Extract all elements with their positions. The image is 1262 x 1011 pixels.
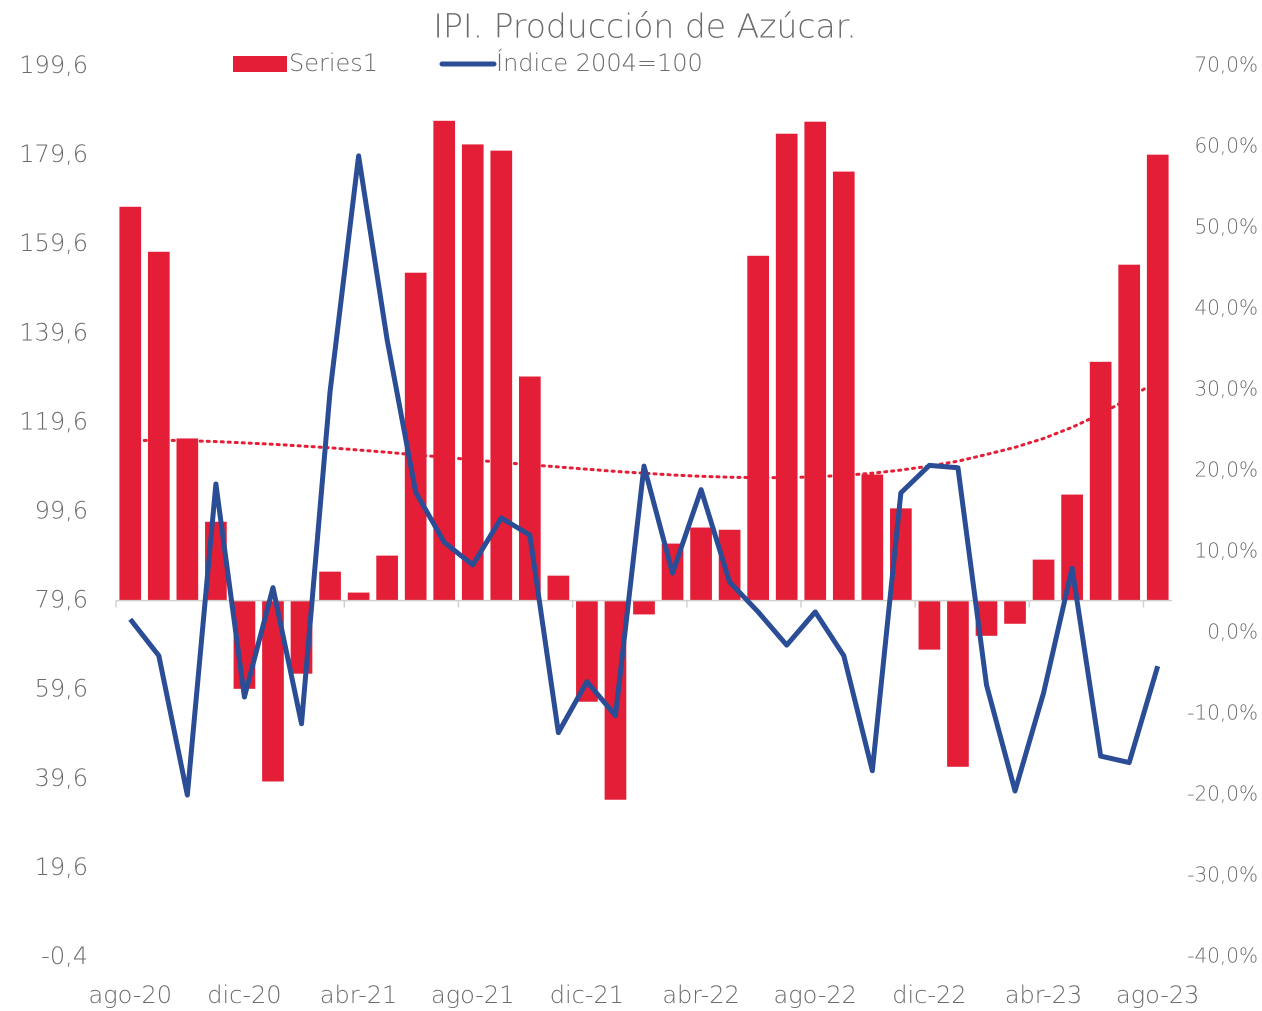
bar: [547, 575, 570, 601]
bar: [1146, 154, 1169, 601]
y-tick-label: 119,6: [19, 407, 88, 435]
y-tick-label: 79,6: [35, 586, 88, 614]
bar: [1032, 559, 1055, 601]
x-tick-label: ago-22: [774, 981, 857, 1009]
y2-tick-label: 30,0%: [1194, 377, 1258, 401]
bar: [518, 376, 541, 601]
y-tick-label: -0,4: [41, 942, 88, 970]
x-tick-label: dic-21: [550, 981, 624, 1009]
legend-label: Índice 2004=100: [496, 48, 703, 77]
bar: [433, 120, 456, 601]
y2-tick-label: -20,0%: [1187, 782, 1258, 806]
bar: [1004, 600, 1026, 624]
bar: [918, 600, 941, 650]
bar: [376, 555, 398, 601]
y2-tick-label: -30,0%: [1187, 863, 1258, 887]
line: [128, 153, 1161, 798]
bar: [947, 600, 969, 767]
bar: [176, 438, 199, 601]
y-tick-label: 139,6: [19, 318, 88, 346]
bar: [861, 474, 884, 601]
bar: [1118, 264, 1141, 601]
chart-title: IPI. Producción de Azúcar.: [433, 7, 857, 46]
y-tick-label: 99,6: [35, 497, 88, 525]
y2-tick-label: 60,0%: [1194, 134, 1258, 158]
x-tick-label: dic-20: [207, 981, 281, 1009]
y2-tick-label: -40,0%: [1187, 944, 1258, 968]
y-tick-label: 19,6: [35, 853, 88, 881]
y2-tick-label: 40,0%: [1194, 296, 1258, 320]
bar: [262, 600, 284, 782]
bar: [490, 150, 513, 601]
y2-tick-label: 10,0%: [1194, 539, 1258, 563]
y2-tick-label: 20,0%: [1194, 458, 1258, 482]
bar: [576, 600, 598, 702]
bar: [747, 255, 770, 601]
bar: [1061, 494, 1083, 601]
y-tick-label: 159,6: [19, 229, 88, 257]
bar: [633, 600, 655, 615]
bar: [119, 206, 142, 601]
x-tick-label: abr-22: [662, 981, 739, 1009]
bar: [147, 251, 170, 601]
bar: [775, 133, 798, 601]
legend-label: Series1: [289, 49, 378, 77]
x-tick-label: dic-22: [892, 981, 966, 1009]
y2-tick-label: -10,0%: [1187, 701, 1258, 725]
bar: [832, 171, 855, 601]
trendline: [128, 379, 1160, 480]
y2-tick-label: 50,0%: [1194, 215, 1258, 239]
x-tick-label: abr-21: [320, 981, 397, 1009]
y-tick-label: 199,6: [19, 51, 88, 79]
bar: [319, 571, 341, 601]
bar: [1089, 361, 1112, 601]
x-tick-label: abr-23: [1005, 981, 1082, 1009]
y2-tick-label: 0,0%: [1207, 620, 1258, 644]
y-tick-label: 39,6: [35, 764, 88, 792]
bar: [347, 592, 370, 601]
bar: [804, 121, 827, 601]
x-tick-label: ago-21: [431, 981, 514, 1009]
legend-swatch: [233, 56, 287, 72]
y-tick-label: 179,6: [19, 140, 88, 168]
bar: [690, 527, 712, 601]
x-tick-label: ago-20: [89, 981, 172, 1009]
x-tick-label: ago-23: [1116, 981, 1199, 1009]
y-tick-label: 59,6: [35, 675, 88, 703]
bar: [404, 272, 427, 601]
y2-tick-label: 70,0%: [1194, 53, 1258, 77]
bar: [461, 144, 484, 601]
bar: [718, 529, 741, 601]
